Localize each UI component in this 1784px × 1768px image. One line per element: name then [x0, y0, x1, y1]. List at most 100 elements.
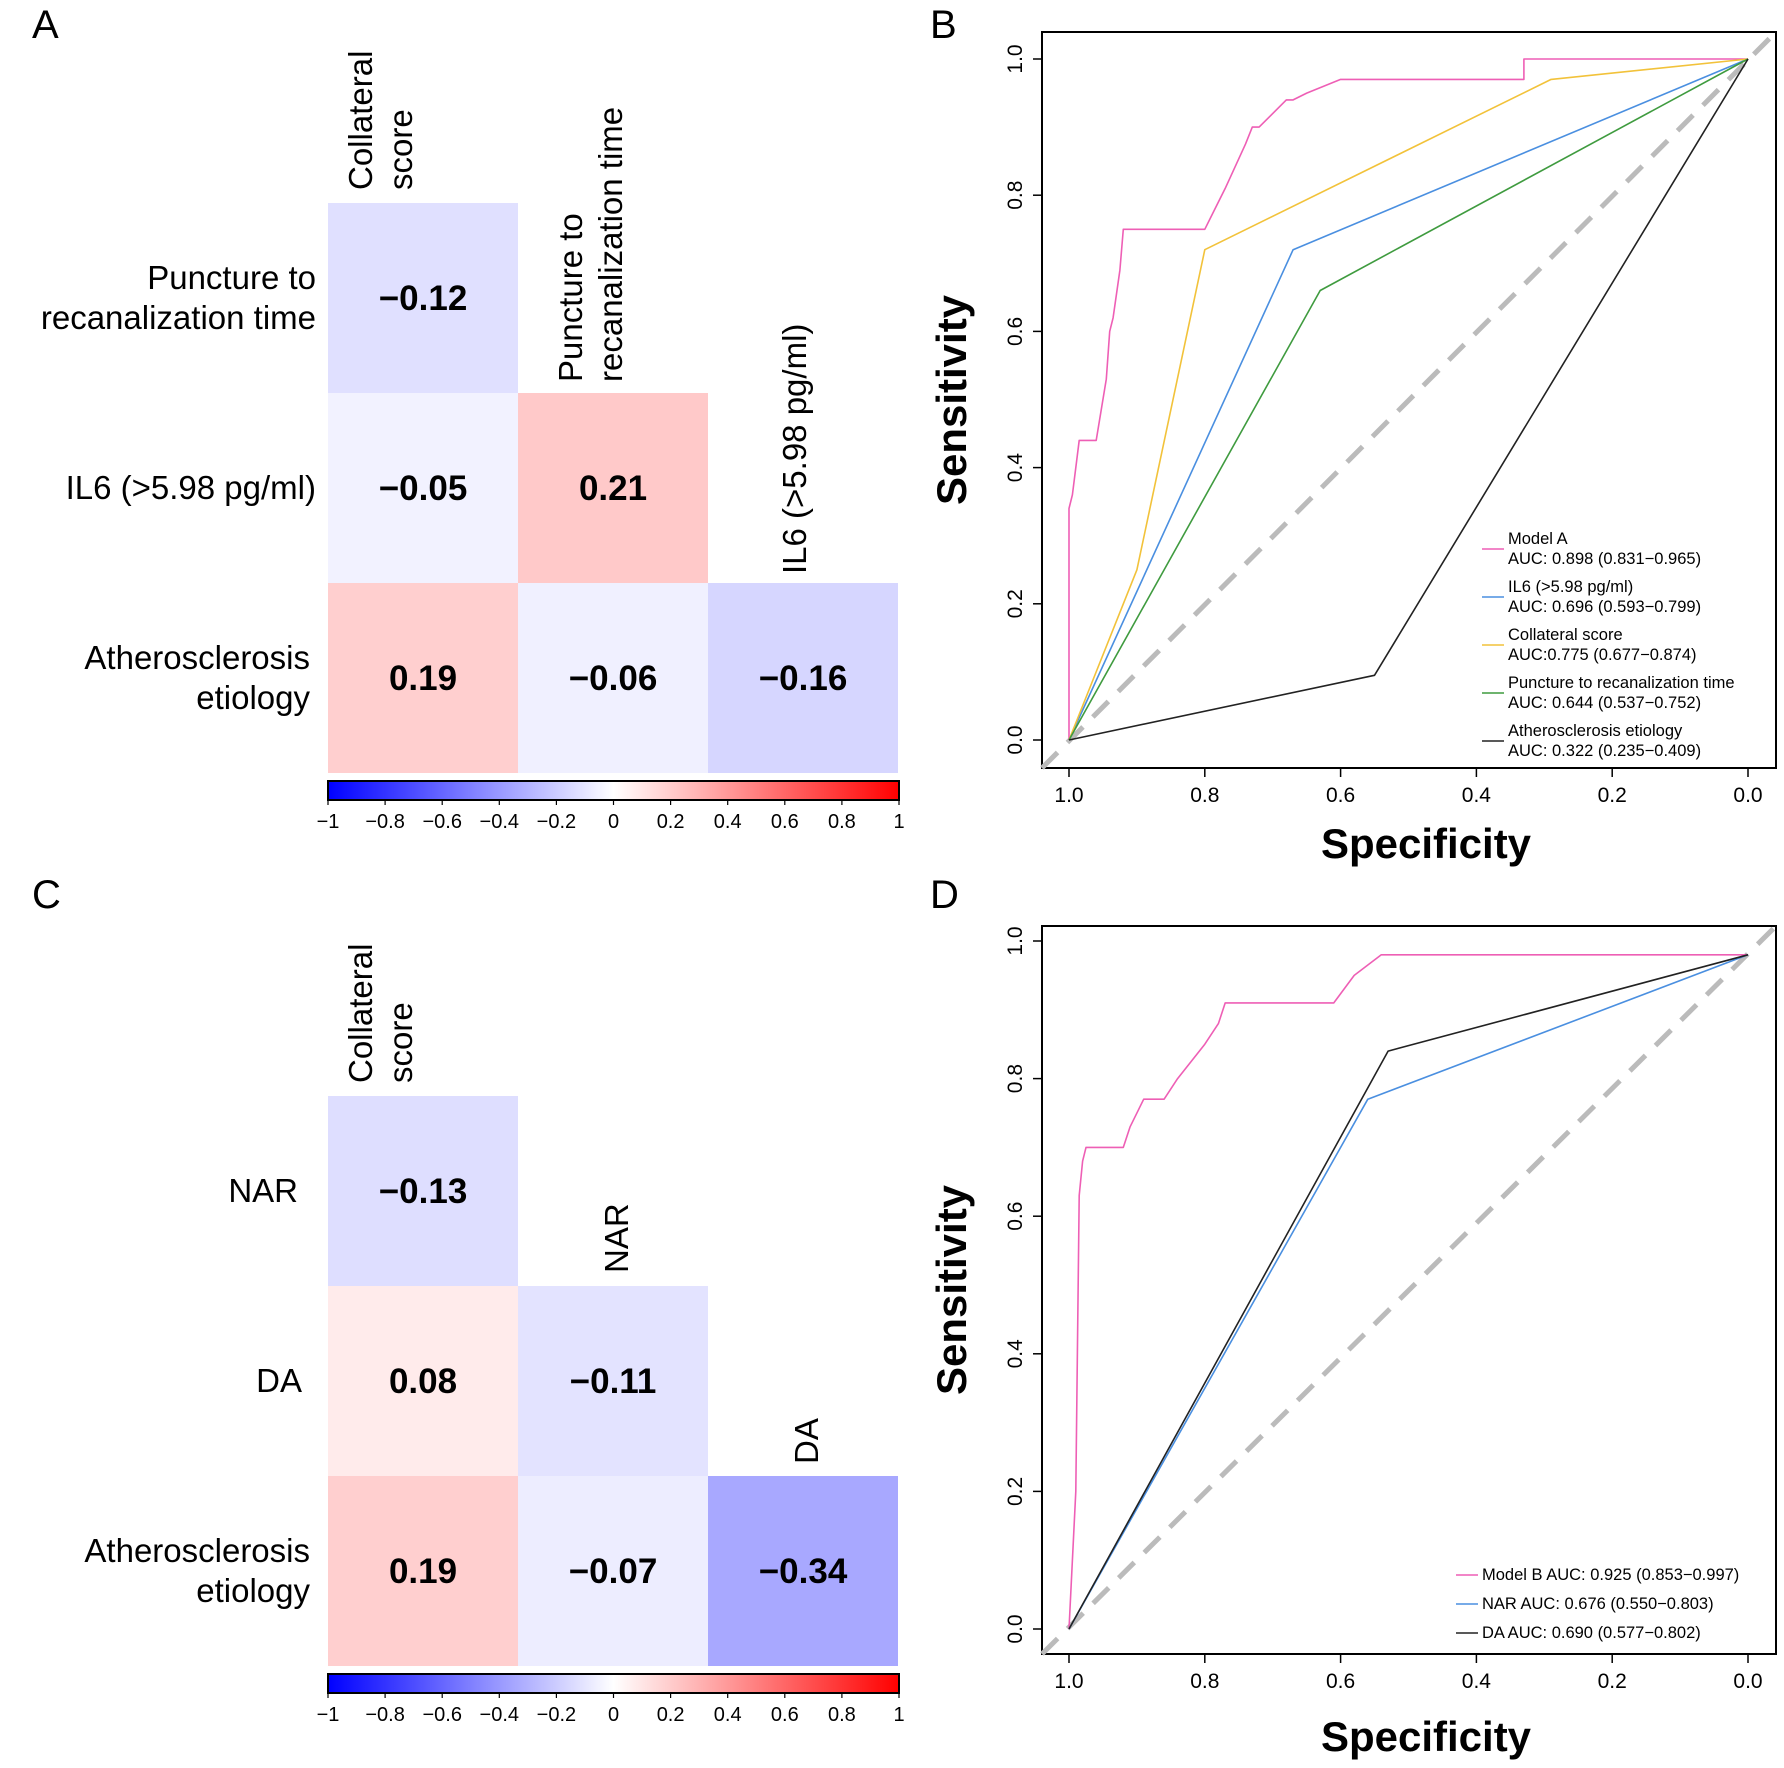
panel-letter-b: B	[930, 3, 957, 47]
column-label: Collateralscore	[342, 51, 419, 190]
colorbar-tick-label: 0	[608, 811, 619, 833]
plot-frame	[1041, 31, 1777, 769]
roc-curve	[1068, 954, 1749, 1630]
colorbar	[327, 1673, 900, 1694]
x-tick-label: 0.6	[1326, 1670, 1355, 1693]
legend-auc: AUC: 0.898 (0.831−0.965)	[1508, 550, 1701, 568]
column-label-line: Puncture to	[552, 213, 589, 382]
heatmap-cell	[328, 203, 518, 393]
y-tick-label: 0.6	[1004, 317, 1027, 346]
y-tick-label: 0.0	[1004, 1614, 1027, 1643]
heatmap-cell	[708, 583, 898, 773]
row-label-line: recanalization time	[41, 299, 316, 336]
heatmap-cell	[518, 1286, 708, 1476]
legend-series-name: Model B AUC: 0.925 (0.853−0.997)	[1482, 1566, 1739, 1584]
cell-value-label: 0.19	[389, 659, 457, 698]
column-label: DA	[788, 1418, 825, 1464]
column-label-line: score	[382, 109, 419, 190]
roc-curve	[1068, 58, 1749, 741]
heatmap-cell	[518, 1476, 708, 1666]
panel-letter-d: D	[930, 873, 959, 917]
legend-auc: AUC: 0.696 (0.593−0.799)	[1508, 598, 1701, 616]
legend-auc: AUC: 0.644 (0.537−0.752)	[1508, 694, 1701, 712]
heatmap-cell	[328, 1476, 518, 1666]
row-label-line: DA	[256, 1362, 302, 1399]
reference-line	[1040, 924, 1778, 1656]
column-label: IL6 (>5.98 pg/ml)	[776, 324, 813, 574]
colorbar-tick-label: 0.4	[714, 1704, 742, 1726]
x-tick-label: 0.0	[1733, 784, 1762, 807]
column-label-line: score	[382, 1002, 419, 1083]
colorbar-tick-label: 0.8	[828, 811, 856, 833]
colorbar-tick-label: 1	[893, 811, 904, 833]
y-tick-label: 1.0	[1004, 44, 1027, 73]
colorbar-tick-label: −0.8	[365, 1704, 404, 1726]
x-tick-label: 0.8	[1190, 784, 1219, 807]
row-label-line: IL6 (>5.98 pg/ml)	[66, 469, 316, 506]
column-label-line: NAR	[598, 1203, 635, 1273]
y-tick-label: 0.4	[1004, 453, 1027, 483]
panel-letter-a: A	[32, 3, 59, 47]
legend-series-name: Model A	[1508, 530, 1568, 548]
heatmap-cell	[328, 1286, 518, 1476]
row-label: Atherosclerosis etiology	[84, 1532, 310, 1609]
row-label-line: Atherosclerosis	[84, 1532, 310, 1569]
y-axis-title: Sensitivity	[928, 294, 975, 505]
roc-curve	[1068, 58, 1749, 741]
colorbar-tick-label: 0.8	[828, 1704, 856, 1726]
row-label-line: Puncture to	[147, 259, 316, 296]
x-tick-label: 0.2	[1598, 784, 1627, 807]
roc-curve	[1068, 954, 1749, 1630]
colorbar-tick-label: 0.4	[714, 811, 742, 833]
x-tick-label: 0.0	[1733, 1670, 1762, 1693]
roc-curve	[1068, 58, 1749, 741]
colorbar-tick-label: −0.8	[365, 811, 404, 833]
colorbar-tick-label: 0.6	[771, 811, 799, 833]
x-tick-label: 0.6	[1326, 784, 1355, 807]
cell-value-label: −0.16	[759, 659, 848, 698]
legend-auc: AUC: 0.322 (0.235−0.409)	[1508, 742, 1701, 760]
cell-value-label: −0.05	[379, 469, 468, 508]
colorbar-tick-label: 0.6	[771, 1704, 799, 1726]
y-tick-label: 0.6	[1004, 1202, 1027, 1231]
legend-series-name: NAR AUC: 0.676 (0.550−0.803)	[1482, 1595, 1714, 1613]
colorbar	[327, 780, 900, 801]
row-label-line: NAR	[228, 1172, 298, 1209]
roc-curve	[1068, 58, 1748, 740]
legend-auc: AUC:0.775 (0.677−0.874)	[1508, 646, 1697, 664]
colorbar-tick-label: −0.4	[480, 1704, 519, 1726]
row-label-line: Atherosclerosis	[84, 639, 310, 676]
x-tick-label: 0.8	[1190, 1670, 1219, 1693]
column-label: Puncture torecanalization time	[552, 107, 629, 382]
colorbar-tick-label: 0	[608, 1704, 619, 1726]
x-axis-title: Specificity	[1321, 1713, 1532, 1760]
roc-curve	[1068, 58, 1749, 741]
colorbar-tick-label: −1	[317, 811, 340, 833]
row-label: DA	[256, 1362, 302, 1399]
row-label-line: etiology	[196, 679, 310, 716]
column-label-line: IL6 (>5.98 pg/ml)	[776, 324, 813, 574]
x-axis-title: Specificity	[1321, 820, 1532, 867]
colorbar-tick-label: 0.2	[657, 811, 685, 833]
cell-value-label: 0.08	[389, 1362, 457, 1401]
cell-value-label: −0.34	[759, 1552, 848, 1591]
heatmap-cell	[518, 583, 708, 773]
column-label-line: DA	[788, 1418, 825, 1464]
column-label-line: recanalization time	[592, 107, 629, 382]
x-tick-label: 0.2	[1598, 1670, 1627, 1693]
legend-series-name: Puncture to recanalization time	[1508, 674, 1735, 692]
legend-series-name: DA AUC: 0.690 (0.577−0.802)	[1482, 1624, 1701, 1642]
colorbar-tick-label: −0.6	[422, 1704, 461, 1726]
cell-value-label: −0.07	[569, 1552, 658, 1591]
plot-frame	[1041, 925, 1777, 1655]
heatmap-cell	[708, 1476, 898, 1666]
x-tick-label: 0.4	[1462, 784, 1492, 807]
colorbar-tick-label: −0.2	[537, 811, 576, 833]
y-tick-label: 0.2	[1004, 589, 1027, 618]
heatmap-cell	[328, 393, 518, 583]
colorbar-tick-label: −0.2	[537, 1704, 576, 1726]
heatmap-cell	[328, 1096, 518, 1286]
y-tick-label: 0.2	[1004, 1477, 1027, 1506]
colorbar-tick-label: −0.6	[422, 811, 461, 833]
